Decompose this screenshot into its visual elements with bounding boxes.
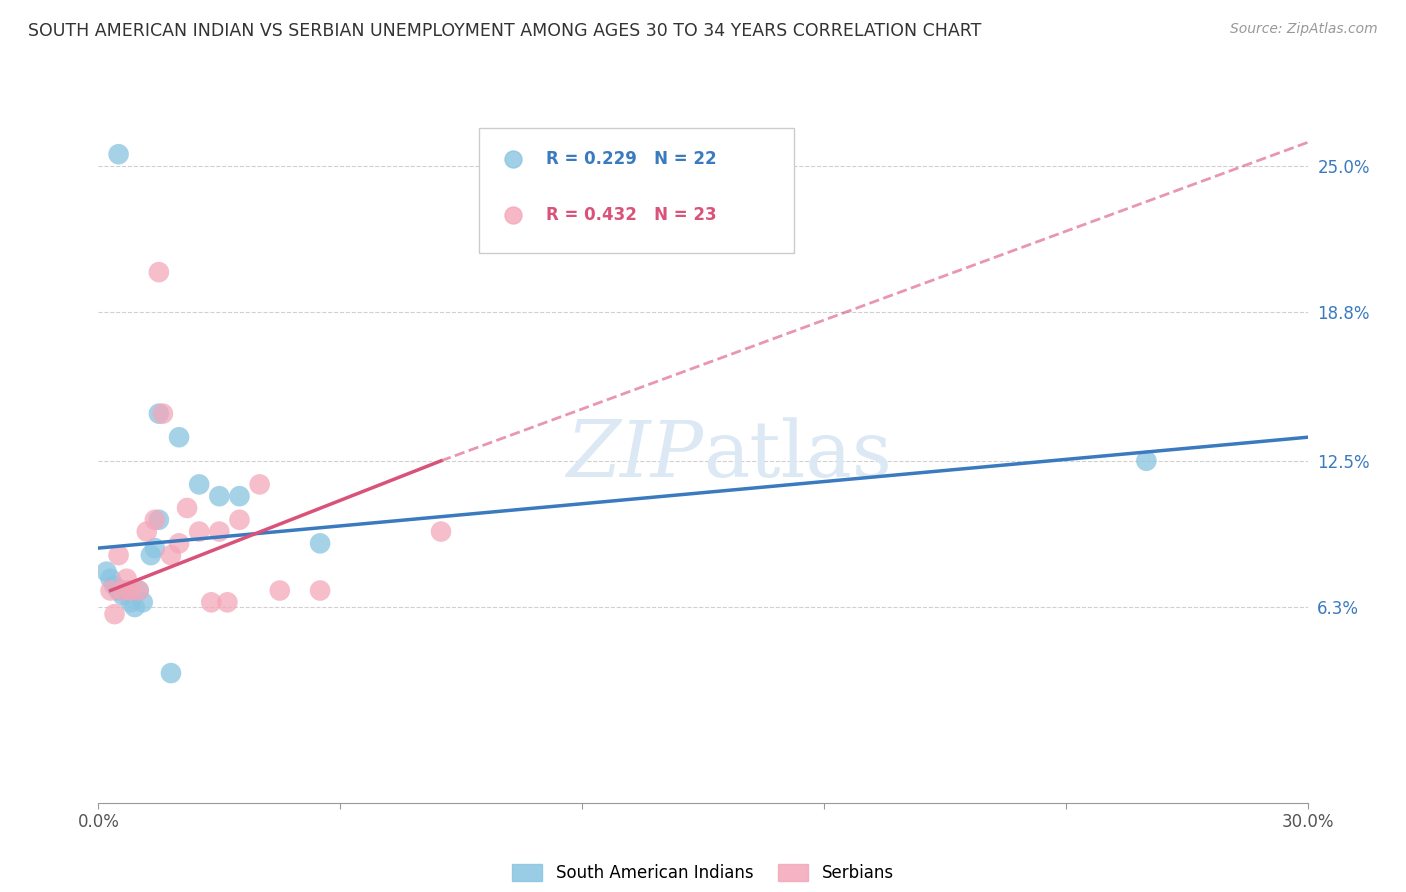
Point	[208, 524, 231, 539]
Point	[100, 583, 122, 598]
Point	[167, 430, 190, 444]
Point	[128, 583, 150, 598]
Point	[217, 595, 239, 609]
Text: SOUTH AMERICAN INDIAN VS SERBIAN UNEMPLOYMENT AMONG AGES 30 TO 34 YEARS CORRELAT: SOUTH AMERICAN INDIAN VS SERBIAN UNEMPLO…	[28, 22, 981, 40]
Point	[160, 548, 183, 562]
Point	[143, 513, 166, 527]
Text: ZIP: ZIP	[565, 417, 703, 493]
Point	[101, 729, 124, 743]
Legend: South American Indians, Serbians: South American Indians, Serbians	[506, 857, 900, 888]
Point	[124, 600, 146, 615]
Point	[103, 579, 125, 593]
Point	[176, 500, 198, 515]
Point	[1135, 454, 1157, 468]
Point	[269, 583, 291, 598]
Point	[107, 147, 129, 161]
Point	[188, 477, 211, 491]
Point	[139, 548, 162, 562]
Point	[188, 524, 211, 539]
Point	[111, 588, 134, 602]
Point	[160, 666, 183, 681]
Point	[430, 524, 453, 539]
Text: R = 0.432   N = 23: R = 0.432 N = 23	[546, 206, 717, 224]
Point	[120, 595, 142, 609]
Point	[148, 265, 170, 279]
Point	[148, 407, 170, 421]
Text: atlas: atlas	[703, 417, 891, 492]
Point	[128, 583, 150, 598]
Point	[152, 407, 174, 421]
Text: R = 0.229   N = 22: R = 0.229 N = 22	[546, 150, 717, 169]
Point	[309, 583, 332, 598]
Point	[100, 572, 122, 586]
Point	[115, 583, 138, 598]
Point	[148, 513, 170, 527]
Point	[167, 536, 190, 550]
Point	[228, 489, 250, 503]
Point	[101, 727, 124, 741]
Point	[132, 595, 155, 609]
Text: Source: ZipAtlas.com: Source: ZipAtlas.com	[1230, 22, 1378, 37]
Point	[200, 595, 222, 609]
Point	[107, 548, 129, 562]
Point	[103, 607, 125, 621]
Point	[143, 541, 166, 555]
Point	[309, 536, 332, 550]
Point	[96, 565, 118, 579]
Point	[111, 583, 134, 598]
Point	[120, 583, 142, 598]
Point	[107, 583, 129, 598]
FancyBboxPatch shape	[479, 128, 793, 253]
Point	[115, 572, 138, 586]
Point	[208, 489, 231, 503]
Point	[249, 477, 271, 491]
Point	[228, 513, 250, 527]
Point	[135, 524, 157, 539]
